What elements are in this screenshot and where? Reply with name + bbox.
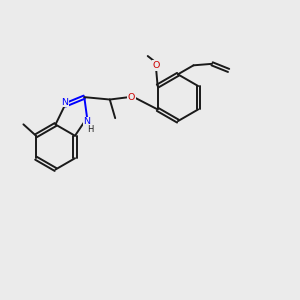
Text: N: N: [61, 98, 68, 106]
Text: O: O: [152, 61, 160, 70]
Text: O: O: [128, 93, 135, 102]
Text: H: H: [88, 125, 94, 134]
Text: N: N: [84, 118, 91, 127]
